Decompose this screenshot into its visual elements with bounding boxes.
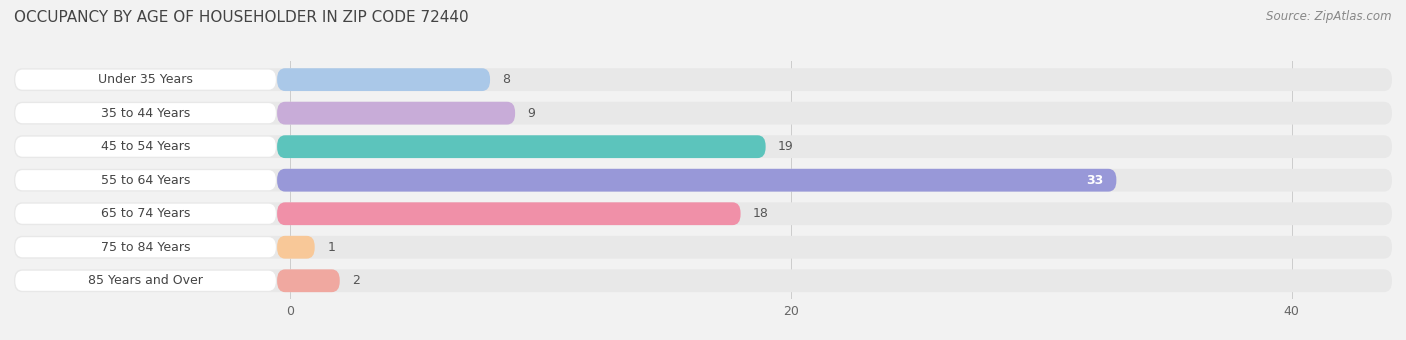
FancyBboxPatch shape xyxy=(277,169,1116,192)
Text: 45 to 54 Years: 45 to 54 Years xyxy=(101,140,190,153)
FancyBboxPatch shape xyxy=(15,70,276,90)
Text: 1: 1 xyxy=(328,241,335,254)
FancyBboxPatch shape xyxy=(277,236,315,259)
FancyBboxPatch shape xyxy=(14,135,1392,158)
FancyBboxPatch shape xyxy=(14,202,1392,225)
FancyBboxPatch shape xyxy=(14,269,1392,292)
Text: 8: 8 xyxy=(502,73,510,86)
FancyBboxPatch shape xyxy=(14,236,1392,259)
FancyBboxPatch shape xyxy=(277,135,766,158)
FancyBboxPatch shape xyxy=(15,137,276,157)
FancyBboxPatch shape xyxy=(277,202,741,225)
FancyBboxPatch shape xyxy=(15,271,276,291)
Text: 75 to 84 Years: 75 to 84 Years xyxy=(101,241,190,254)
FancyBboxPatch shape xyxy=(15,170,276,190)
FancyBboxPatch shape xyxy=(15,204,276,224)
Text: 85 Years and Over: 85 Years and Over xyxy=(89,274,202,287)
Text: 2: 2 xyxy=(353,274,360,287)
Text: 33: 33 xyxy=(1087,174,1104,187)
FancyBboxPatch shape xyxy=(14,102,1392,124)
Text: 65 to 74 Years: 65 to 74 Years xyxy=(101,207,190,220)
FancyBboxPatch shape xyxy=(14,68,1392,91)
Text: 9: 9 xyxy=(527,107,536,120)
FancyBboxPatch shape xyxy=(15,237,276,257)
FancyBboxPatch shape xyxy=(14,169,1392,192)
Text: Under 35 Years: Under 35 Years xyxy=(98,73,193,86)
FancyBboxPatch shape xyxy=(277,269,340,292)
Text: 55 to 64 Years: 55 to 64 Years xyxy=(101,174,190,187)
Text: Source: ZipAtlas.com: Source: ZipAtlas.com xyxy=(1267,10,1392,23)
FancyBboxPatch shape xyxy=(277,102,515,124)
FancyBboxPatch shape xyxy=(277,68,491,91)
Text: 18: 18 xyxy=(754,207,769,220)
Text: OCCUPANCY BY AGE OF HOUSEHOLDER IN ZIP CODE 72440: OCCUPANCY BY AGE OF HOUSEHOLDER IN ZIP C… xyxy=(14,10,468,25)
Text: 35 to 44 Years: 35 to 44 Years xyxy=(101,107,190,120)
Text: 19: 19 xyxy=(778,140,794,153)
FancyBboxPatch shape xyxy=(15,103,276,123)
